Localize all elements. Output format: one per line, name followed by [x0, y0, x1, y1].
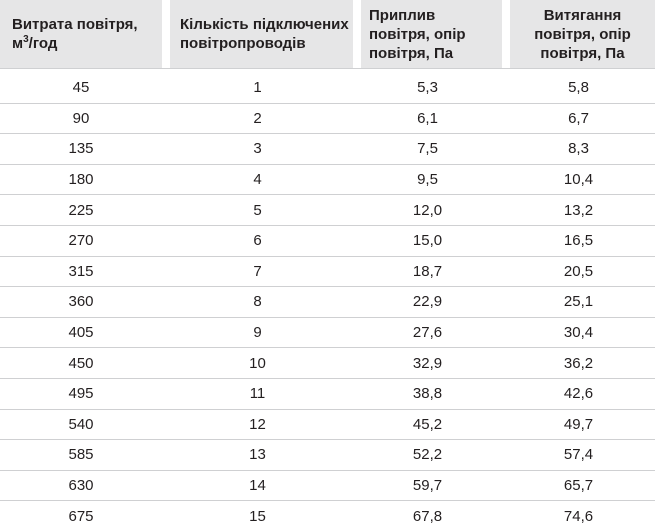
- table-row: 540 12 45,2 49,7: [0, 410, 655, 441]
- header-divider: [0, 68, 655, 69]
- cell-supply: 22,9: [412, 293, 443, 311]
- cell-supply: 45,2: [412, 415, 443, 433]
- cell-supply: 6,1: [417, 109, 438, 127]
- cell-supply: 59,7: [412, 477, 443, 495]
- table-row: 630 14 59,7 65,7: [0, 471, 655, 502]
- cell-extract: 16,5: [563, 232, 594, 250]
- header-airflow-unit: м: [12, 35, 24, 52]
- cell-supply: 9,5: [417, 171, 438, 189]
- table-row: 495 11 38,8 42,6: [0, 379, 655, 410]
- cell-ducts: 10: [249, 354, 266, 372]
- header-ducts: Кількість підключених повітропроводів: [170, 0, 353, 68]
- cell-supply: 27,6: [412, 324, 443, 342]
- cell-ducts: 6: [253, 232, 262, 250]
- cell-extract: 42,6: [563, 385, 594, 403]
- cell-airflow: 585: [68, 446, 94, 464]
- cell-airflow: 90: [72, 109, 90, 127]
- table-row: 45 1 5,3 5,8: [0, 73, 655, 104]
- cell-extract: 25,1: [563, 293, 594, 311]
- cell-supply: 12,0: [412, 201, 443, 219]
- header-gap: [162, 0, 170, 68]
- cell-supply: 15,0: [412, 232, 443, 250]
- header-gap: [353, 0, 361, 68]
- cell-airflow: 315: [68, 262, 94, 280]
- table-row: 270 6 15,0 16,5: [0, 226, 655, 257]
- cell-ducts: 9: [253, 324, 262, 342]
- cell-extract: 13,2: [563, 201, 594, 219]
- header-ducts-label: Кількість підключених повітропроводів: [180, 16, 349, 52]
- cell-supply: 7,5: [417, 140, 438, 158]
- cell-airflow: 630: [68, 477, 94, 495]
- cell-ducts: 2: [253, 109, 262, 127]
- header-airflow-unit-sup: 3: [23, 34, 29, 45]
- table-row: 90 2 6,1 6,7: [0, 104, 655, 135]
- header-supply-label: Приплив повітря, опір повітря, Па: [369, 6, 466, 62]
- cell-airflow: 405: [68, 324, 94, 342]
- table-row: 180 4 9,5 10,4: [0, 165, 655, 196]
- cell-ducts: 8: [253, 293, 262, 311]
- cell-supply: 52,2: [412, 446, 443, 464]
- cell-airflow: 450: [68, 354, 94, 372]
- cell-extract: 10,4: [563, 171, 594, 189]
- cell-extract: 74,6: [563, 508, 594, 526]
- table-row: 585 13 52,2 57,4: [0, 440, 655, 471]
- cell-extract: 8,3: [568, 140, 589, 158]
- cell-airflow: 135: [68, 140, 94, 158]
- cell-ducts: 5: [253, 201, 262, 219]
- header-extract: Витягання повітря, опір повітря, Па: [510, 0, 655, 68]
- cell-airflow: 225: [68, 201, 94, 219]
- cell-airflow: 180: [68, 171, 94, 189]
- cell-extract: 57,4: [563, 446, 594, 464]
- cell-airflow: 45: [72, 79, 90, 97]
- cell-supply: 67,8: [412, 508, 443, 526]
- cell-airflow: 495: [68, 385, 94, 403]
- table-row: 450 10 32,9 36,2: [0, 348, 655, 379]
- cell-supply: 5,3: [417, 79, 438, 97]
- cell-ducts: 1: [253, 79, 262, 97]
- table-row: 405 9 27,6 30,4: [0, 318, 655, 349]
- cell-ducts: 12: [249, 415, 266, 433]
- cell-ducts: 3: [253, 140, 262, 158]
- header-airflow-unit-rest: /год: [28, 35, 58, 52]
- table-row: 135 3 7,5 8,3: [0, 134, 655, 165]
- cell-supply: 32,9: [412, 354, 443, 372]
- cell-ducts: 7: [253, 262, 262, 280]
- table-row: 360 8 22,9 25,1: [0, 287, 655, 318]
- cell-extract: 20,5: [563, 262, 594, 280]
- header-extract-label: Витягання повітря, опір повітря, Па: [534, 6, 631, 62]
- cell-extract: 5,8: [568, 79, 589, 97]
- cell-airflow: 360: [68, 293, 94, 311]
- cell-ducts: 14: [249, 477, 266, 495]
- header-supply: Приплив повітря, опір повітря, Па: [361, 0, 502, 68]
- cell-extract: 49,7: [563, 415, 594, 433]
- table-row: 675 15 67,8 74,6: [0, 501, 655, 532]
- cell-ducts: 13: [249, 446, 266, 464]
- table-header: Витрата повітря, м3/год Кількість підклю…: [0, 0, 655, 68]
- table-row: 315 7 18,7 20,5: [0, 257, 655, 288]
- cell-extract: 65,7: [563, 477, 594, 495]
- cell-ducts: 11: [249, 385, 266, 403]
- cell-extract: 6,7: [568, 109, 589, 127]
- header-gap: [502, 0, 510, 68]
- cell-ducts: 4: [253, 171, 262, 189]
- cell-extract: 30,4: [563, 324, 594, 342]
- cell-airflow: 270: [68, 232, 94, 250]
- cell-airflow: 540: [68, 415, 94, 433]
- header-airflow: Витрата повітря, м3/год: [0, 0, 162, 68]
- cell-supply: 38,8: [412, 385, 443, 403]
- header-airflow-label: Витрата повітря,: [12, 16, 138, 33]
- table-row: 225 5 12,0 13,2: [0, 195, 655, 226]
- cell-extract: 36,2: [563, 354, 594, 372]
- cell-ducts: 15: [249, 508, 266, 526]
- cell-supply: 18,7: [412, 262, 443, 280]
- cell-airflow: 675: [68, 508, 94, 526]
- table-body: 45 1 5,3 5,8 90 2 6,1 6,7 135 3 7,5 8,3 180 4 9,5 10,4 2…: [0, 73, 655, 532]
